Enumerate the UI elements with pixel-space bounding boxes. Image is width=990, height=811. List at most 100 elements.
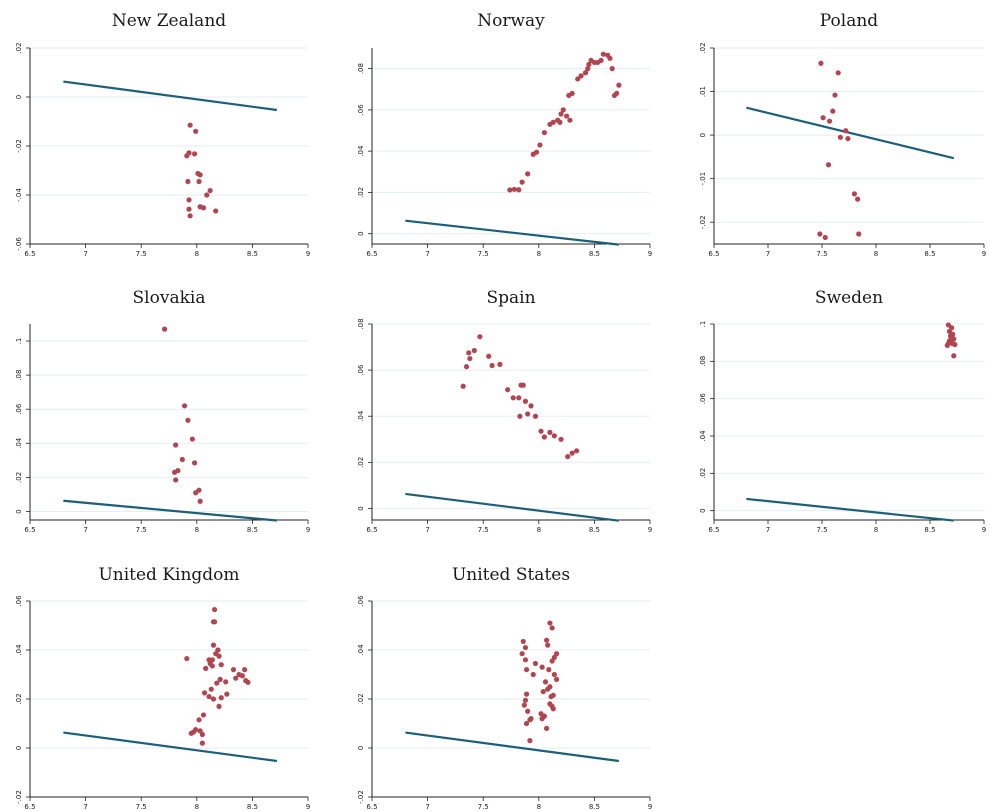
data-point (510, 395, 516, 401)
data-point (197, 498, 203, 504)
data-point (851, 191, 858, 197)
data-point (952, 341, 958, 348)
data-point (835, 70, 841, 76)
data-point (547, 620, 553, 626)
data-point (546, 667, 552, 673)
data-point (516, 395, 522, 401)
data-point (216, 653, 222, 659)
data-point (505, 387, 511, 393)
data-point (486, 353, 492, 359)
data-point (541, 434, 547, 440)
data-point (161, 326, 168, 332)
data-point (527, 717, 533, 723)
chart-panel: Spain 0 .02 .04 .06 .08 6.5 7 7.5 8 8.5 9 (357, 288, 652, 534)
x-tick-label: 8 (195, 803, 199, 811)
data-point (523, 691, 530, 697)
data-point (460, 383, 466, 389)
data-point (578, 73, 584, 79)
chart-panel: Sweden 0 .02 .04 .06 .08 .1 6.5 7 7.5 8 8.5 9 (699, 288, 986, 534)
data-point (193, 490, 199, 496)
y-tick-label: .06 (15, 403, 23, 415)
data-point (845, 135, 851, 142)
x-tick-label: 9 (648, 803, 652, 811)
panel-title: United States (452, 565, 570, 585)
x-tick-label: 9 (306, 250, 310, 258)
data-point (211, 619, 218, 625)
data-point (558, 111, 564, 117)
data-point (191, 460, 198, 466)
y-tick-label: -.02 (15, 790, 23, 804)
data-point (189, 436, 195, 442)
x-tick-label: 8.5 (589, 803, 600, 811)
x-tick-label: 6.5 (24, 526, 35, 534)
x-tick-label: 9 (306, 803, 310, 811)
data-point (201, 690, 208, 696)
data-point (224, 691, 230, 697)
data-point (950, 331, 956, 337)
y-tick-label: .06 (357, 364, 365, 376)
x-tick-label: 7.5 (136, 526, 147, 534)
data-point (193, 727, 199, 733)
x-tick-label: 6.5 (708, 526, 719, 534)
data-point (550, 706, 556, 712)
y-tick-label: .06 (357, 595, 365, 607)
y-tick-label: .02 (699, 42, 707, 53)
data-point (822, 234, 828, 241)
x-tick-label: 8 (537, 250, 541, 258)
data-point (543, 725, 550, 732)
data-point (539, 664, 545, 670)
y-tick-label: .08 (357, 318, 365, 329)
data-point (574, 448, 580, 454)
data-point (188, 730, 194, 736)
fit-line (405, 492, 620, 522)
data-point (533, 149, 540, 155)
x-tick-label: 7 (83, 803, 87, 811)
x-tick-label: 6.5 (366, 250, 377, 258)
data-point (549, 625, 555, 631)
data-point (199, 731, 205, 738)
data-point (820, 115, 826, 121)
data-point (523, 720, 530, 727)
data-point (951, 353, 957, 359)
data-point (467, 355, 473, 362)
data-point (551, 433, 557, 439)
y-tick-label: .04 (699, 430, 707, 442)
y-tick-label: .04 (357, 145, 365, 157)
data-point (519, 651, 525, 657)
y-tick-label: .04 (357, 644, 365, 656)
y-tick-label: .1 (15, 338, 23, 345)
data-point (539, 716, 545, 722)
data-point (196, 717, 202, 723)
data-point (550, 119, 556, 125)
data-point (199, 740, 205, 746)
x-tick-label: 7.5 (478, 526, 489, 534)
data-point (541, 129, 547, 136)
data-point (549, 658, 555, 664)
x-tick-label: 7 (425, 526, 429, 534)
data-point (197, 172, 203, 178)
y-tick-label: -.04 (15, 188, 23, 202)
data-point (186, 197, 192, 203)
data-point (245, 679, 251, 685)
data-point (179, 456, 185, 463)
data-point (191, 151, 198, 157)
x-tick-label: 8.5 (247, 250, 258, 258)
data-point (540, 689, 546, 695)
y-tick-label: -.02 (357, 790, 365, 804)
data-point (218, 662, 224, 668)
data-point (463, 364, 470, 370)
data-point (233, 675, 239, 681)
data-point (218, 695, 224, 701)
data-point (553, 676, 560, 683)
data-point (543, 637, 550, 643)
data-point (548, 693, 554, 700)
y-tick-label: .06 (357, 104, 365, 116)
data-point (184, 655, 190, 662)
x-tick-label: 8 (874, 526, 878, 534)
data-point (186, 206, 192, 212)
y-tick-label: 0 (699, 133, 707, 137)
y-tick-label: .02 (15, 472, 23, 483)
data-point (565, 453, 571, 460)
data-point (213, 208, 219, 214)
